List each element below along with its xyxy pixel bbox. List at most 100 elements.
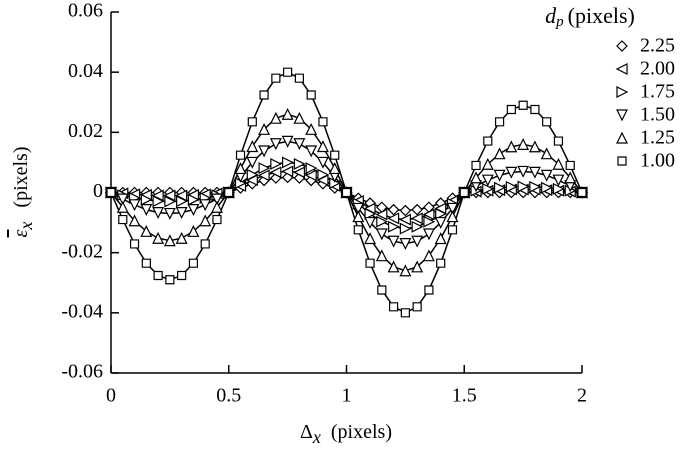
data-point: [224, 187, 234, 198]
data-point: [387, 235, 400, 248]
data-point: [281, 165, 294, 178]
data-point: [341, 187, 352, 198]
x-tick-label: 1: [342, 385, 352, 407]
y-tick-label: 0.04: [68, 60, 103, 82]
data-point: [330, 150, 340, 160]
data-point: [481, 157, 494, 170]
legend-marker: [615, 63, 628, 75]
data-point: [517, 165, 530, 178]
data-point: [377, 285, 387, 295]
legend-marker: [616, 109, 628, 122]
data-point: [294, 73, 304, 83]
data-point: [375, 228, 388, 241]
data-point: [352, 210, 365, 223]
data-point: [140, 224, 153, 237]
data-point: [412, 302, 422, 312]
data-point: [434, 232, 447, 245]
data-point: [163, 234, 176, 247]
data-point: [152, 207, 165, 219]
data-point: [199, 199, 212, 212]
legend-unit: (pixels): [568, 3, 635, 28]
data-point: [258, 145, 271, 158]
data-point: [446, 202, 459, 215]
data-point: [116, 193, 129, 206]
data-point: [187, 193, 200, 206]
data-point: [282, 156, 294, 169]
data-point: [271, 73, 281, 83]
data-point: [399, 204, 412, 217]
data-point: [328, 162, 341, 175]
data-point: [375, 249, 388, 262]
y-tick-label: 0.06: [68, 0, 103, 22]
data-point: [212, 214, 222, 225]
data-point: [411, 220, 424, 233]
data-point: [293, 111, 306, 124]
data-point: [399, 213, 411, 226]
data-point: [365, 258, 375, 268]
data-point: [316, 156, 329, 169]
data-point: [305, 122, 318, 135]
data-point: [424, 285, 434, 295]
data-point: [423, 215, 436, 228]
data-point: [116, 200, 129, 213]
data-point: [375, 208, 388, 221]
data-point: [481, 174, 494, 187]
data-point: [281, 107, 294, 120]
y-unit: (pixels): [10, 147, 32, 208]
data-point: [247, 117, 257, 127]
data-point: [505, 180, 518, 193]
data-point: [353, 225, 363, 235]
data-point: [364, 232, 377, 245]
data-point: [411, 235, 424, 248]
data-point: [293, 166, 305, 179]
data-point: [447, 225, 458, 235]
legend-label: 1.75: [640, 81, 675, 103]
legend-marker: [616, 131, 628, 144]
data-point: [211, 200, 223, 213]
data-point: [552, 174, 565, 187]
data-point: [410, 212, 423, 225]
x-tick-label: 1.5: [452, 385, 477, 407]
data-point: [541, 181, 554, 194]
data-point: [283, 67, 293, 77]
data-point: [389, 302, 399, 312]
data-point: [305, 162, 318, 175]
y-tick-label: -0.02: [61, 240, 103, 262]
data-point: [399, 238, 412, 250]
data-point: [364, 216, 377, 229]
data-point: [128, 214, 141, 227]
data-point: [211, 193, 223, 206]
x-unit: (pixels): [331, 421, 392, 443]
data-point: [317, 168, 330, 181]
data-point: [411, 203, 423, 216]
data-point: [106, 187, 116, 198]
data-point: [152, 195, 165, 208]
data-point: [505, 140, 518, 153]
data-point: [259, 90, 269, 100]
data-point: [483, 136, 493, 146]
data-point: [304, 169, 317, 182]
data-point: [129, 239, 140, 249]
y-tick-label: -0.04: [61, 300, 103, 322]
legend-marker: [616, 40, 628, 52]
legend-label: 1.00: [640, 150, 675, 172]
data-point: [257, 169, 270, 182]
data-point: [187, 204, 200, 216]
y-subscript: x: [16, 222, 36, 231]
y-axis-label-group: εx (pixels): [10, 147, 37, 238]
data-point: [435, 207, 448, 220]
data-point: [177, 270, 187, 281]
y-tick-label: 0.02: [68, 120, 103, 142]
data-point: [175, 207, 188, 219]
data-point: [471, 160, 481, 171]
x-subscript: x: [312, 427, 321, 447]
legend-label: 2.25: [640, 35, 675, 57]
data-point: [577, 187, 587, 198]
data-point: [540, 169, 553, 182]
data-point: [434, 216, 447, 229]
data-point: [388, 220, 400, 233]
data-point: [446, 210, 459, 223]
data-point: [165, 275, 175, 285]
data-point: [376, 215, 389, 228]
data-point: [411, 260, 424, 273]
